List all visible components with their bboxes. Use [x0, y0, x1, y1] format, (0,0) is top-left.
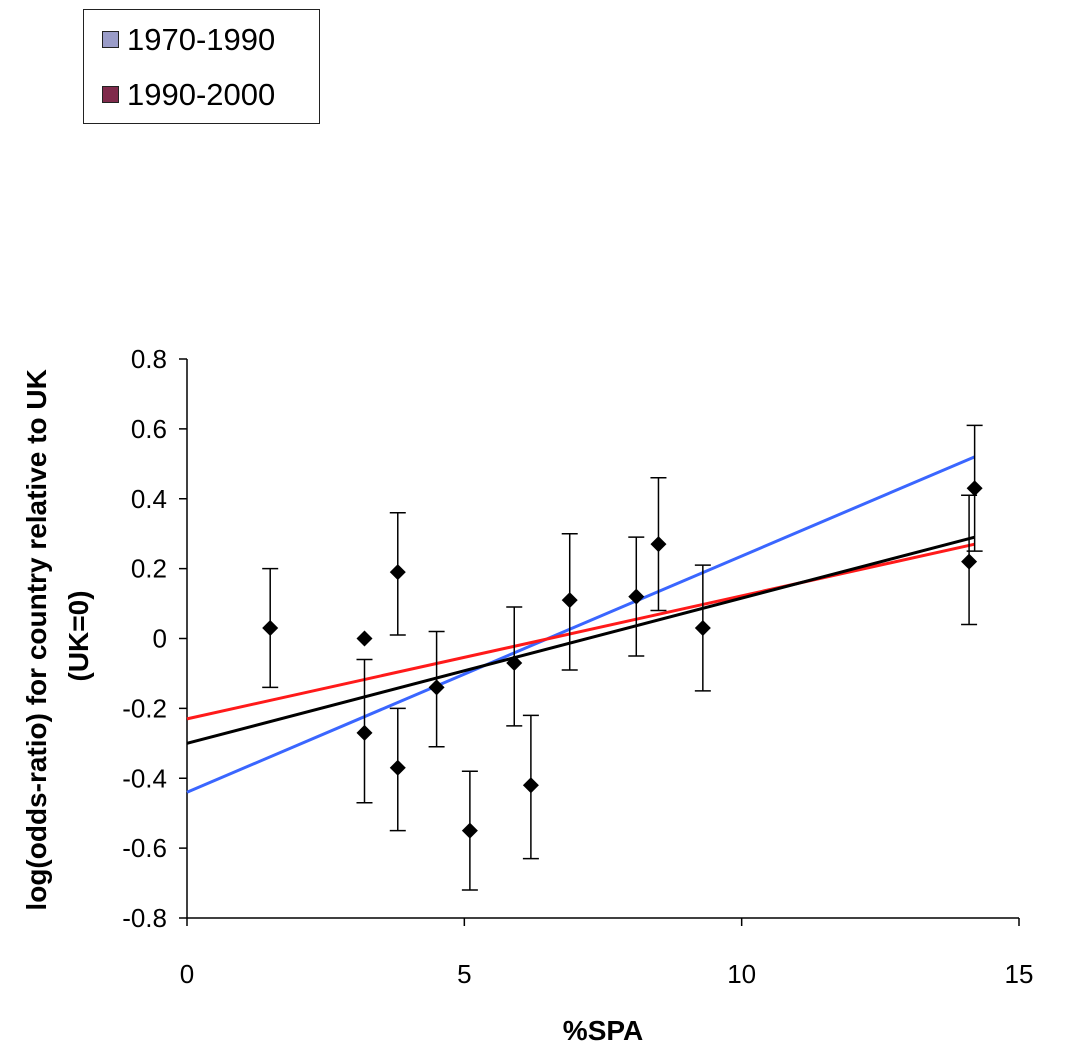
- legend-item-1970-1990: 1970-1990: [102, 24, 275, 55]
- data-point: [389, 564, 406, 581]
- data-point: [961, 553, 978, 570]
- y-axis-label-line-1: log(odds-ratio) for country relative to …: [21, 369, 52, 910]
- y-tick-label: -0.2: [122, 693, 167, 723]
- data-point: [966, 480, 983, 497]
- y-axis-label: log(odds-ratio) for country relative to …: [21, 361, 94, 910]
- y-tick-label: 0.6: [131, 414, 167, 444]
- data-point: [650, 536, 667, 553]
- data-points: [262, 480, 983, 839]
- legend-swatch-1990-2000: [102, 86, 119, 103]
- legend: 1970-1990 1990-2000: [83, 9, 320, 124]
- data-point: [428, 679, 445, 696]
- x-axis-label: %SPA: [563, 1015, 643, 1046]
- x-tick-label: 15: [1005, 959, 1034, 989]
- data-point: [628, 588, 645, 605]
- error-bars: [262, 424, 983, 891]
- data-point: [506, 654, 523, 671]
- x-tick-label: 10: [727, 959, 756, 989]
- y-tick-label: 0.2: [131, 554, 167, 584]
- data-point: [561, 592, 578, 609]
- y-tick-label: -0.6: [122, 833, 167, 863]
- legend-item-1990-2000: 1990-2000: [102, 79, 275, 110]
- legend-label-1990-2000: 1990-2000: [127, 77, 276, 112]
- axes: -0.8 -0.6 -0.4 -0.2 0 0.2 0.4 0.6 0.8 0 5 10 15: [122, 344, 1033, 989]
- y-tick-label: -0.4: [122, 763, 167, 793]
- legend-label-1970-1990: 1970-1990: [127, 22, 276, 57]
- y-tick-label: -0.8: [122, 903, 167, 933]
- fit-line-red: [186, 542, 975, 721]
- data-point: [262, 620, 279, 637]
- fit-lines: [186, 455, 976, 794]
- fit-line-blue: [186, 455, 976, 794]
- data-point: [356, 724, 373, 741]
- x-tick-label: 0: [180, 959, 194, 989]
- data-point: [356, 630, 373, 647]
- y-tick-label: 0.4: [131, 484, 167, 514]
- x-tick-label: 5: [457, 959, 471, 989]
- fit-line-black: [186, 535, 976, 745]
- data-point: [461, 822, 478, 839]
- y-tick-label: 0: [153, 624, 167, 654]
- y-axis-label-line-2: (UK=0): [63, 590, 94, 681]
- y-tick-label: 0.8: [131, 344, 167, 374]
- data-point: [694, 620, 711, 637]
- data-point: [389, 759, 406, 776]
- data-point: [522, 777, 539, 794]
- legend-swatch-1970-1990: [102, 31, 119, 48]
